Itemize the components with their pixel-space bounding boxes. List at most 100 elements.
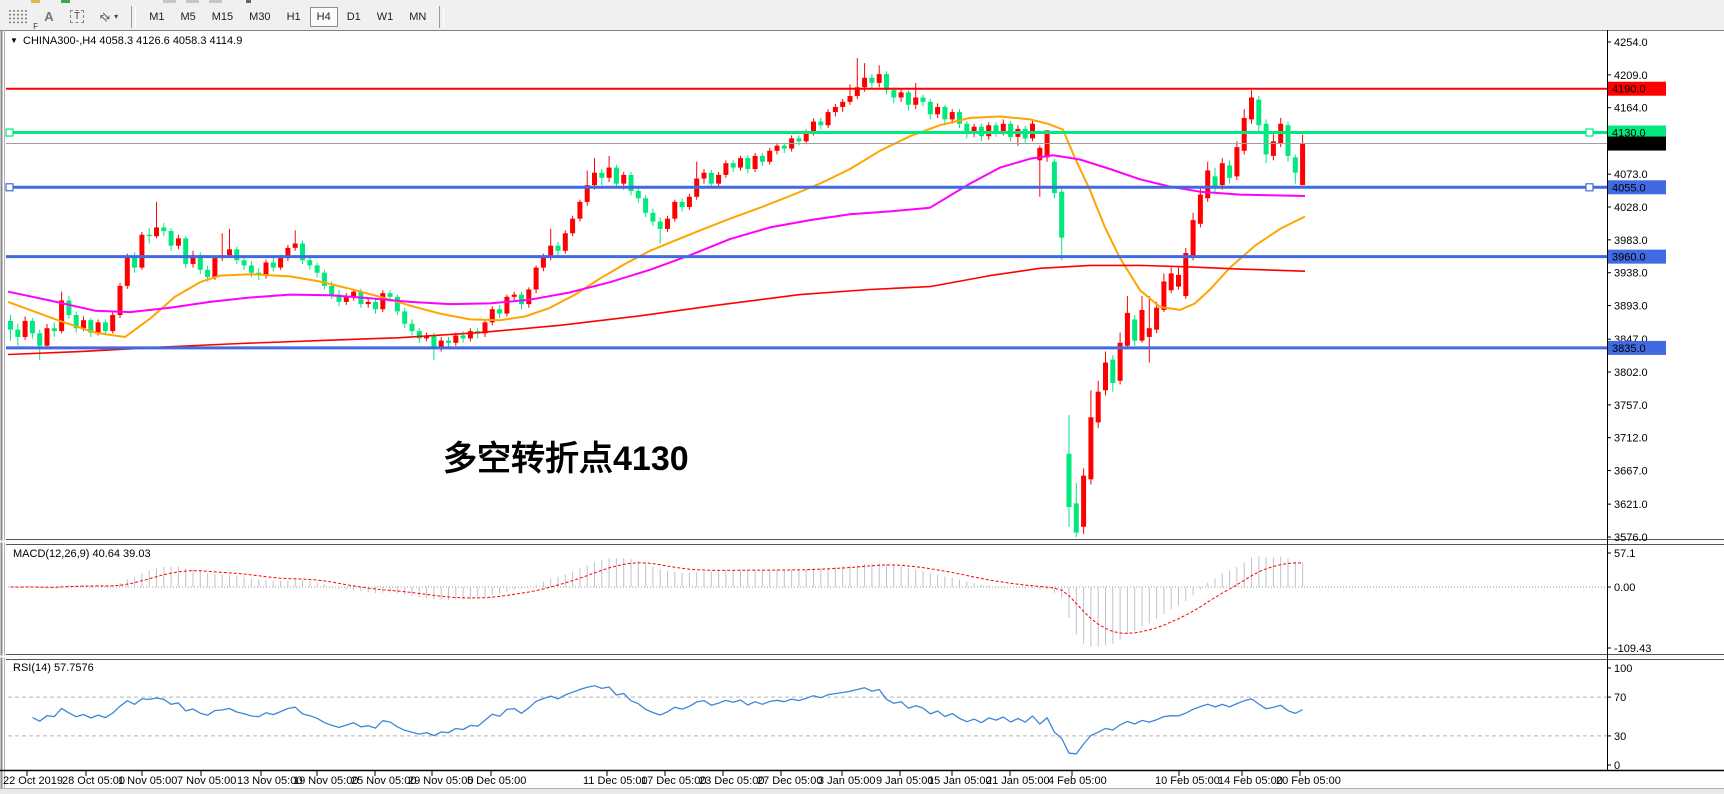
candle-body — [110, 315, 116, 332]
candle-body — [1219, 163, 1225, 186]
candle-body — [570, 218, 576, 234]
candle-body — [15, 329, 21, 337]
candle-body — [1124, 312, 1130, 346]
time-tick-label: 27 Dec 05:00 — [757, 775, 822, 787]
candle-body — [657, 221, 663, 229]
candle-body — [460, 335, 466, 339]
toolbar-separator — [439, 5, 445, 28]
candle-body — [913, 97, 919, 105]
macd-indicator-label: MACD(12,26,9) 40.64 39.03 — [13, 548, 151, 560]
time-tick-label: 21 Jan 05:00 — [986, 775, 1050, 787]
candle-body — [884, 74, 889, 91]
price-tick-label: 4028.0 — [1614, 202, 1648, 214]
candle-body — [584, 185, 590, 202]
candle-body — [343, 296, 349, 302]
time-tick-label: 28 Oct 05:00 — [62, 775, 125, 787]
candle-body — [701, 172, 707, 179]
candle-body — [175, 238, 181, 246]
candle-body — [577, 201, 583, 219]
candle-body — [227, 249, 232, 256]
candle-body — [562, 233, 568, 251]
time-tick-label: 5 Dec 05:00 — [467, 775, 526, 787]
bottom-strip — [0, 789, 1724, 794]
candle-body — [1103, 362, 1108, 391]
support-line-4055-handle[interactable] — [1585, 183, 1594, 192]
clipped-icon — [31, 0, 40, 3]
candle-body — [665, 218, 670, 229]
timeframe-button-d1[interactable]: D1 — [340, 7, 368, 27]
timeframe-button-mn[interactable]: MN — [402, 7, 433, 27]
pivot-line-4130-handle[interactable] — [5, 128, 14, 137]
candle-body — [738, 158, 743, 168]
clipped-icon — [163, 0, 176, 3]
time-tick-label: 1 Nov 05:00 — [118, 775, 177, 787]
candle-body — [139, 234, 145, 268]
candle-body — [197, 255, 203, 270]
candle-body — [1000, 123, 1006, 132]
candle-body — [752, 155, 758, 170]
pivot-line-4130-handle[interactable] — [1585, 128, 1594, 137]
text-box-icon[interactable]: T — [63, 6, 91, 28]
candle-body — [891, 90, 897, 98]
candle-body — [920, 97, 926, 102]
candle-body — [66, 300, 72, 316]
candle-body — [971, 126, 977, 133]
candle-body — [628, 174, 634, 191]
candle-body — [927, 101, 933, 115]
candle-body — [446, 340, 451, 343]
candle-body — [307, 260, 313, 266]
candle-body — [190, 255, 196, 264]
candle-body — [869, 77, 875, 83]
candle-body — [453, 335, 459, 343]
candle-body — [613, 167, 619, 184]
candle-body — [716, 174, 722, 184]
candle-body — [540, 256, 546, 268]
rsi-indicator-label: RSI(14) 57.7576 — [13, 662, 94, 674]
candle-body — [898, 92, 904, 98]
timeframe-button-m1[interactable]: M1 — [142, 7, 171, 27]
timeframe-button-h1[interactable]: H1 — [280, 7, 308, 27]
candle-body — [380, 293, 386, 310]
candle-body — [803, 132, 809, 142]
clipped-icon — [186, 0, 199, 3]
timeframe-button-m15[interactable]: M15 — [205, 7, 240, 27]
candle-body — [650, 212, 656, 222]
candle-body — [263, 262, 269, 275]
chart-surface[interactable] — [6, 30, 1607, 770]
candle-body — [1197, 194, 1203, 224]
candle-body — [1285, 125, 1291, 156]
candle-body — [840, 101, 846, 107]
toolbar-separator — [131, 5, 137, 28]
time-tick-label: 20 Feb 05:00 — [1276, 775, 1341, 787]
timeframe-button-m30[interactable]: M30 — [242, 7, 277, 27]
timeframe-button-m5[interactable]: M5 — [173, 7, 202, 27]
support-line-4055-handle[interactable] — [5, 183, 14, 192]
timeframe-button-h4[interactable]: H4 — [309, 6, 338, 27]
candle-body — [818, 121, 824, 126]
fibonacci-grid-icon[interactable]: F — [1, 6, 38, 31]
candle-body — [679, 201, 685, 207]
candle-body — [774, 145, 780, 151]
timeframe-button-w1[interactable]: W1 — [370, 7, 401, 27]
candle-body — [285, 247, 291, 259]
rsi-line — [32, 685, 1303, 755]
candle-body — [621, 174, 627, 184]
ma-orange — [7, 115, 1306, 338]
candle-body — [234, 249, 240, 261]
candle-body — [59, 300, 65, 332]
time-tick-label: 23 Dec 05:00 — [699, 775, 764, 787]
symbol-dropdown-icon[interactable]: ▼ — [10, 36, 18, 45]
candle-body — [548, 245, 554, 257]
price-tick-label: 3621.0 — [1614, 499, 1648, 511]
candle-body — [1270, 141, 1276, 156]
price-tick-label: 4073.0 — [1614, 169, 1648, 181]
time-tick-label: 9 Jan 05:00 — [876, 775, 934, 787]
candle-body — [1205, 170, 1211, 199]
candle-body — [300, 243, 305, 261]
arrows-icon[interactable]: ⇄ ▾ — [93, 6, 125, 28]
candle-body — [964, 123, 970, 133]
chart-annotation[interactable]: 多空转折点4130 — [443, 440, 689, 478]
price-tick-label: 3757.0 — [1614, 400, 1648, 412]
text-label-icon[interactable]: A — [37, 6, 61, 28]
